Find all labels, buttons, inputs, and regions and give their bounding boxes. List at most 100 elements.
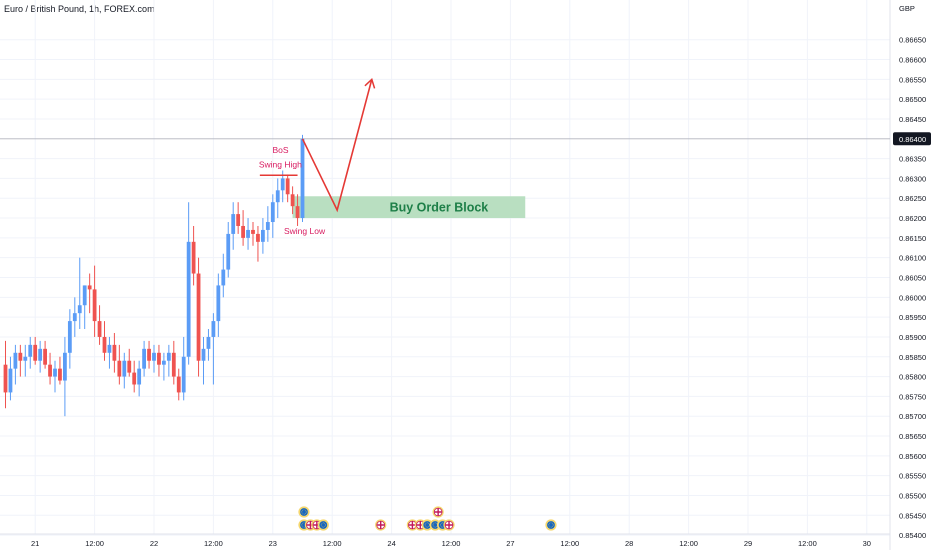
candle-body — [33, 344, 38, 361]
candle-body — [256, 233, 260, 242]
candle-body — [122, 360, 127, 377]
candle-body — [236, 214, 241, 226]
price-tick-label: 0.85650 — [899, 432, 926, 441]
candle-body — [157, 352, 161, 365]
candle-body — [53, 368, 57, 377]
event-inner — [319, 521, 328, 529]
price-tick-label: 0.86450 — [899, 115, 926, 124]
candle-body — [201, 348, 206, 361]
time-tick-label: 12:00 — [798, 539, 817, 548]
candle-body — [58, 368, 62, 381]
candle-body — [117, 360, 122, 377]
candle-body — [142, 348, 146, 369]
candle-body — [211, 321, 216, 337]
candle-body — [147, 348, 151, 361]
price-tick-label: 0.85700 — [899, 412, 926, 421]
chart-title: Euro / British Pound, 1h, FOREX.com — [4, 4, 155, 14]
time-tick-label: 28 — [625, 539, 633, 548]
candle-body — [48, 364, 52, 377]
currency-label: GBP — [899, 4, 915, 13]
candle-body — [92, 289, 97, 322]
bos-label: BoS — [272, 145, 288, 155]
candle-body — [186, 241, 191, 357]
event-inner — [547, 521, 555, 529]
time-tick-label: 27 — [506, 539, 514, 548]
candle-body — [206, 336, 211, 349]
candle-body — [226, 233, 231, 270]
price-tick-label: 0.85600 — [899, 452, 926, 461]
price-tick-label: 0.85550 — [899, 472, 926, 481]
time-tick-label: 12:00 — [679, 539, 698, 548]
time-tick-label: 30 — [863, 539, 871, 548]
flag-eu-icon — [317, 519, 329, 531]
price-tick-label: 0.86600 — [899, 56, 926, 65]
candle-body — [196, 273, 201, 361]
event-stars — [548, 522, 554, 528]
flag-gb-icon — [375, 519, 387, 531]
event-outline — [444, 520, 454, 530]
candle-body — [127, 360, 132, 373]
buy-order-block-zone — [292, 196, 526, 219]
price-tick-label: 0.85950 — [899, 313, 926, 322]
candle-body — [162, 360, 166, 365]
candle-body — [23, 356, 28, 361]
candle-body — [43, 348, 47, 365]
candle-body — [63, 352, 67, 381]
time-tick-label: 12:00 — [85, 539, 104, 548]
candles — [3, 134, 305, 417]
candle-body — [28, 344, 33, 357]
price-tick-label: 0.86300 — [899, 174, 926, 183]
current-price-badge — [893, 132, 931, 146]
price-tick-label: 0.85800 — [899, 373, 926, 382]
time-tick-label: 22 — [150, 539, 158, 548]
candle-body — [285, 178, 290, 195]
candle-body — [137, 368, 142, 385]
candle-body — [290, 194, 295, 207]
price-tick-label: 0.86050 — [899, 274, 926, 283]
price-tick-label: 0.85500 — [899, 491, 926, 500]
candle-body — [270, 202, 275, 223]
swing-high-label: Swing High — [259, 159, 302, 169]
event-cross — [434, 508, 442, 516]
event-stars — [301, 509, 307, 515]
candle-body — [176, 376, 181, 393]
candle-body — [152, 352, 156, 361]
event-stars — [320, 522, 326, 528]
buy-order-block-label: Buy Order Block — [390, 201, 489, 215]
candle-body — [107, 344, 112, 353]
price-tick-label: 0.85750 — [899, 392, 926, 401]
candle-body — [280, 178, 285, 191]
candle-body — [181, 356, 186, 393]
candle-body — [265, 222, 270, 230]
candle-body — [72, 313, 77, 322]
time-tick-label: 12:00 — [560, 539, 579, 548]
price-tick-label: 0.86150 — [899, 234, 926, 243]
event-inner — [300, 508, 308, 516]
time-tick-label: 21 — [31, 539, 39, 548]
candle-body — [18, 352, 23, 361]
grid-lines — [0, 0, 890, 536]
candle-body — [102, 336, 107, 353]
swing-low-label: Swing Low — [284, 226, 326, 236]
flag-eu-icon — [421, 519, 433, 531]
price-tick-label: 0.86350 — [899, 155, 926, 164]
candle-body — [231, 214, 236, 234]
price-tick-label: 0.86500 — [899, 95, 926, 104]
candle-body — [13, 352, 18, 369]
price-tick-label: 0.86250 — [899, 194, 926, 203]
price-tick-label: 0.85900 — [899, 333, 926, 342]
candle-body — [112, 344, 117, 361]
time-tick-label: 12:00 — [442, 539, 461, 548]
candle-body — [246, 229, 250, 238]
candle-body — [67, 321, 72, 353]
price-tick-label: 0.85400 — [899, 531, 926, 540]
candle-body — [295, 206, 300, 219]
candle-body — [251, 229, 255, 234]
candle-body — [87, 285, 92, 290]
candle-body — [38, 348, 43, 361]
flag-eu-icon — [545, 519, 557, 531]
price-tick-label: 0.86200 — [899, 214, 926, 223]
candle-body — [77, 305, 82, 314]
